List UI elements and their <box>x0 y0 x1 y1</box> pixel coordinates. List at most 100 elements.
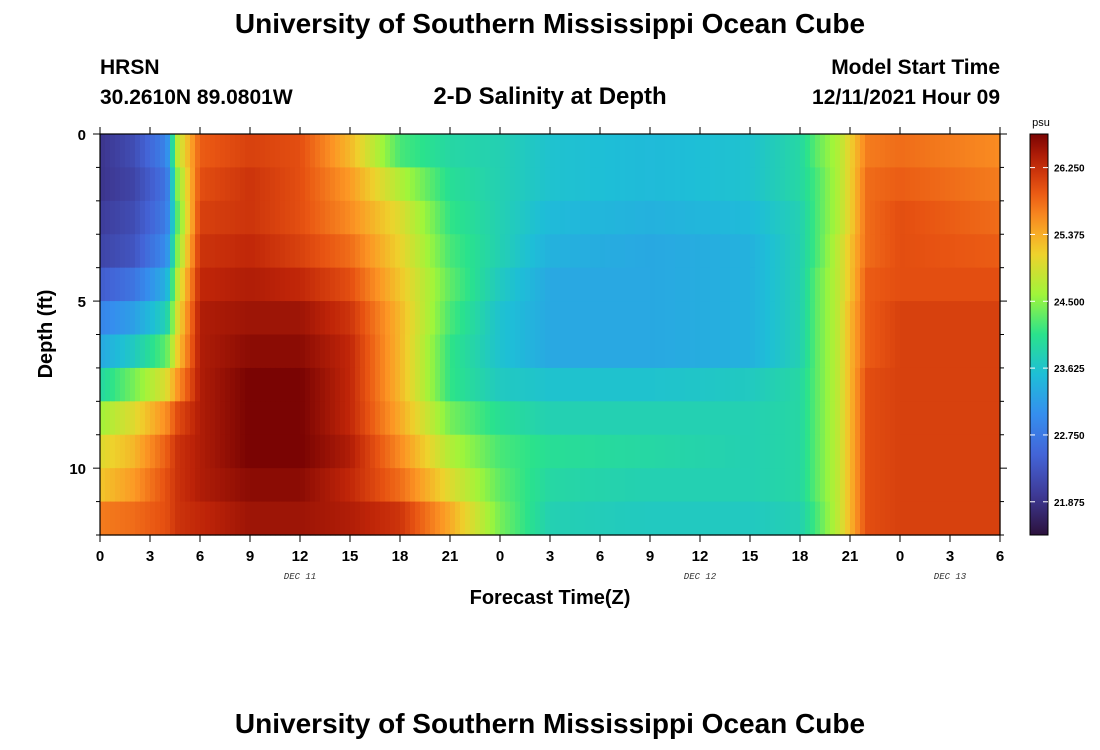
heatmap-cell <box>720 401 726 436</box>
heatmap-cell <box>400 267 406 302</box>
heatmap-cell <box>980 301 986 336</box>
heatmap-cell <box>555 367 561 402</box>
heatmap-cell <box>700 134 706 169</box>
heatmap-cell <box>745 267 751 302</box>
heatmap-cell <box>205 234 211 269</box>
heatmap-cell <box>640 167 646 202</box>
heatmap-cell <box>665 334 671 369</box>
heatmap-cell <box>190 401 196 436</box>
heatmap-cell <box>520 401 526 436</box>
heatmap-cell <box>200 167 206 202</box>
heatmap-cell <box>395 167 401 202</box>
heatmap-cell <box>740 301 746 336</box>
heatmap-cell <box>160 134 166 169</box>
heatmap-cell <box>450 200 456 235</box>
heatmap-cell <box>905 200 911 235</box>
heatmap-cell <box>350 134 356 169</box>
heatmap-cell <box>885 200 891 235</box>
colorbar-tick-label: 24.500 <box>1054 297 1085 308</box>
heatmap-cell <box>470 234 476 269</box>
heatmap-cell <box>120 234 126 269</box>
heatmap-cell <box>205 501 211 536</box>
heatmap-cell <box>110 367 116 402</box>
heatmap-cell <box>600 334 606 369</box>
heatmap-cell <box>930 134 936 169</box>
heatmap-cell <box>610 367 616 402</box>
heatmap-cell <box>755 501 761 536</box>
heatmap-cell <box>970 367 976 402</box>
heatmap-cell <box>495 267 501 302</box>
heatmap-cell <box>475 501 481 536</box>
heatmap-cell <box>300 401 306 436</box>
heatmap-cell <box>920 367 926 402</box>
heatmap-cell <box>270 434 276 469</box>
heatmap-cell <box>710 267 716 302</box>
heatmap-cell <box>980 167 986 202</box>
heatmap-cell <box>225 301 231 336</box>
heatmap-cell <box>900 301 906 336</box>
heatmap-cell <box>445 468 451 503</box>
heatmap-cell <box>620 367 626 402</box>
heatmap-cell <box>475 167 481 202</box>
heatmap-cell <box>670 234 676 269</box>
heatmap-cell <box>310 234 316 269</box>
heatmap-cell <box>175 301 181 336</box>
heatmap-cell <box>515 267 521 302</box>
heatmap-cell <box>270 167 276 202</box>
heatmap-cell <box>260 234 266 269</box>
heatmap-cell <box>205 468 211 503</box>
heatmap-cell <box>535 367 541 402</box>
heatmap-cell <box>530 167 536 202</box>
heatmap-cell <box>875 301 881 336</box>
heatmap-cell <box>580 234 586 269</box>
heatmap-cell <box>665 134 671 169</box>
heatmap-cell <box>995 134 1001 169</box>
heatmap-cell <box>145 501 151 536</box>
heatmap-cell <box>960 501 966 536</box>
heatmap-cell <box>615 200 621 235</box>
heatmap-cell <box>710 234 716 269</box>
heatmap-cell <box>865 434 871 469</box>
heatmap-cell <box>235 267 241 302</box>
heatmap-cell <box>650 468 656 503</box>
heatmap-cell <box>705 401 711 436</box>
heatmap-cell <box>895 301 901 336</box>
heatmap-cell <box>575 468 581 503</box>
x-tick-label: 0 <box>96 548 104 565</box>
heatmap-cell <box>425 501 431 536</box>
heatmap-cell <box>330 334 336 369</box>
heatmap-cell <box>360 200 366 235</box>
heatmap-cell <box>275 501 281 536</box>
heatmap-cell <box>620 234 626 269</box>
heatmap-cell <box>355 334 361 369</box>
heatmap-cell <box>170 234 176 269</box>
heatmap-cell <box>430 134 436 169</box>
heatmap-cell <box>290 334 296 369</box>
heatmap-cell <box>640 501 646 536</box>
heatmap-cell <box>720 367 726 402</box>
heatmap-cell <box>335 267 341 302</box>
heatmap-cell <box>555 301 561 336</box>
heatmap-cell <box>210 200 216 235</box>
heatmap-cell <box>440 167 446 202</box>
heatmap-cell <box>480 200 486 235</box>
heatmap-cell <box>640 267 646 302</box>
heatmap-cell <box>855 334 861 369</box>
heatmap-cell <box>130 334 136 369</box>
heatmap-cell <box>300 434 306 469</box>
heatmap-cell <box>795 134 801 169</box>
heatmap-cell <box>210 334 216 369</box>
heatmap-cell <box>345 434 351 469</box>
heatmap-cell <box>610 200 616 235</box>
heatmap-cell <box>490 200 496 235</box>
heatmap-cell <box>750 134 756 169</box>
heatmap-cell <box>985 401 991 436</box>
heatmap-cell <box>935 401 941 436</box>
heatmap-cell <box>305 200 311 235</box>
heatmap-cell <box>380 234 386 269</box>
heatmap-cell <box>515 301 521 336</box>
heatmap-cell <box>345 301 351 336</box>
heatmap-cell <box>790 301 796 336</box>
heatmap-cell <box>700 401 706 436</box>
heatmap-cell <box>200 200 206 235</box>
